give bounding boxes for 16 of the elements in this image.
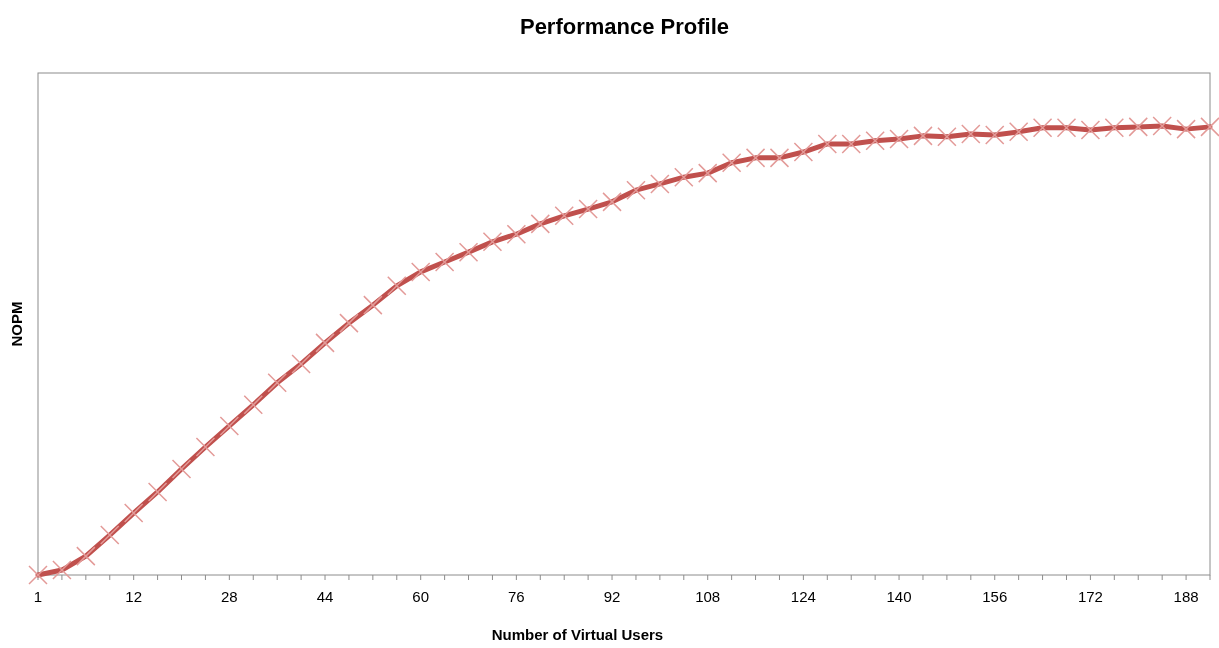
x-tick-label: 44 bbox=[316, 588, 334, 605]
x-tick-label: 156 bbox=[982, 588, 1008, 605]
x-tick-label: 60 bbox=[412, 588, 430, 605]
y-axis-title: NOPM bbox=[8, 301, 25, 347]
x-tick-label: 140 bbox=[886, 588, 912, 605]
x-tick-label: 28 bbox=[221, 588, 238, 605]
x-tick-label: 172 bbox=[1077, 588, 1103, 605]
x-tick-label: 124 bbox=[790, 588, 816, 605]
x-axis-title: Number of Virtual Users bbox=[491, 626, 664, 643]
x-tick-label: 108 bbox=[695, 588, 721, 605]
chart-title: Performance Profile bbox=[519, 14, 730, 39]
x-tick-label: 76 bbox=[508, 588, 525, 605]
x-tick-label: 92 bbox=[603, 588, 621, 605]
x-tick-label: 188 bbox=[1173, 588, 1199, 605]
x-tick-label: 12 bbox=[125, 588, 143, 605]
x-tick-label: 1 bbox=[33, 588, 43, 605]
